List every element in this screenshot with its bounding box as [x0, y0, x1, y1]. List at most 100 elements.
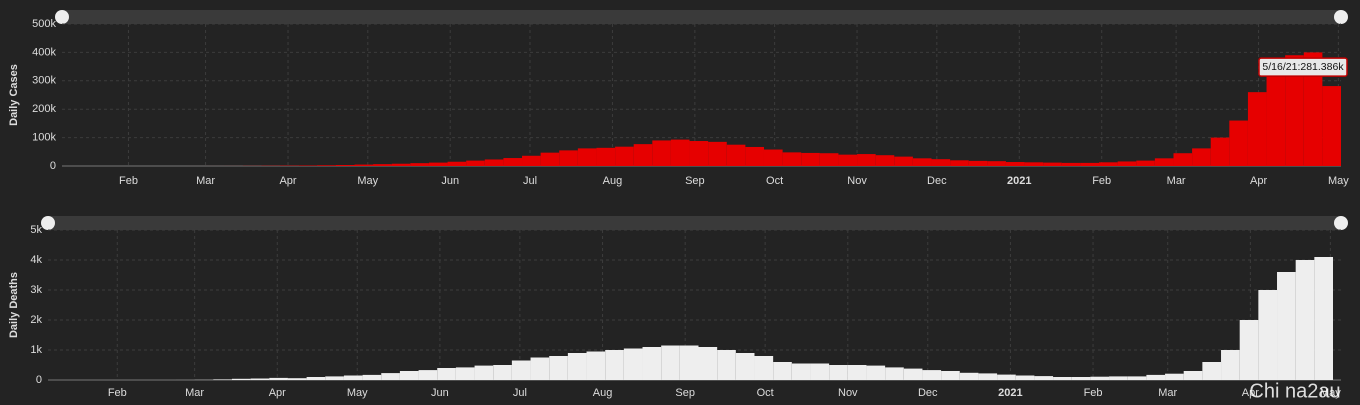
- x-tick-label: Mar: [1158, 387, 1177, 399]
- bar: [577, 148, 597, 166]
- bar: [615, 146, 634, 166]
- range-slider[interactable]: [48, 216, 1341, 230]
- bar: [1117, 161, 1137, 166]
- slider-handle[interactable]: [1334, 10, 1348, 24]
- x-tick-label: May: [347, 387, 368, 399]
- bar: [819, 153, 839, 166]
- bar: [493, 365, 512, 380]
- bar: [885, 367, 904, 380]
- x-tick-label: Apr: [269, 387, 286, 399]
- x-tick-label: Apr: [1242, 387, 1259, 399]
- bar: [857, 154, 876, 166]
- bar: [549, 356, 568, 380]
- bar: [1221, 350, 1240, 380]
- x-tick-label: Feb: [1084, 387, 1103, 399]
- bar: [1314, 257, 1334, 380]
- x-tick-label: Apr: [279, 175, 296, 187]
- x-tick-label: Nov: [847, 175, 867, 187]
- x-tick-label: Sep: [685, 175, 705, 187]
- bar: [484, 159, 504, 166]
- range-slider[interactable]: [62, 10, 1341, 24]
- bar: [931, 159, 951, 166]
- bar: [708, 141, 727, 166]
- bar: [1210, 137, 1230, 166]
- slider-handle[interactable]: [1334, 216, 1348, 230]
- bar: [362, 374, 382, 380]
- x-tick-label: Feb: [1092, 175, 1111, 187]
- bar: [410, 163, 429, 166]
- bar: [829, 365, 848, 380]
- bar: [670, 139, 690, 166]
- y-tick-label: 500k: [32, 18, 56, 30]
- bar: [1165, 373, 1184, 380]
- bar: [698, 347, 718, 380]
- bar: [269, 377, 288, 380]
- bar: [801, 152, 820, 166]
- slider-handle[interactable]: [55, 10, 69, 24]
- x-tick-label: Aug: [603, 175, 623, 187]
- bar: [596, 147, 616, 166]
- bar: [633, 144, 653, 166]
- bar: [213, 379, 232, 380]
- bar: [941, 371, 960, 380]
- y-tick-label: 3k: [30, 284, 42, 296]
- y-tick-label: 4k: [30, 254, 42, 266]
- bar: [1053, 377, 1072, 380]
- x-tick-label: Jul: [523, 175, 537, 187]
- bar: [455, 367, 475, 380]
- x-tick-label: May: [357, 175, 378, 187]
- bar: [1192, 148, 1211, 166]
- bar: [782, 152, 802, 166]
- bar: [511, 360, 531, 380]
- bar: [1080, 162, 1100, 166]
- bar: [567, 353, 587, 380]
- bar: [1005, 162, 1025, 166]
- bar: [1154, 158, 1174, 166]
- bar: [1043, 162, 1062, 166]
- bar: [1173, 153, 1193, 166]
- bar: [1061, 162, 1081, 166]
- bar: [847, 365, 867, 380]
- bar: [735, 353, 755, 380]
- bar: [1247, 92, 1267, 166]
- bar: [1266, 66, 1286, 166]
- tooltip-text: 5/16/21:281.386k: [1262, 61, 1344, 73]
- bar: [997, 374, 1016, 380]
- bar: [1146, 374, 1166, 380]
- bar: [522, 155, 541, 166]
- bar: [903, 368, 923, 380]
- bar: [1258, 290, 1278, 380]
- bar: [987, 161, 1006, 166]
- x-tick-label: 2021: [1007, 175, 1031, 187]
- tooltip-box: [1258, 57, 1348, 77]
- bar: [1071, 377, 1091, 380]
- x-tick-label: May: [1320, 387, 1341, 399]
- y-tick-label: 100k: [32, 132, 56, 144]
- bar: [437, 368, 456, 380]
- bar: [745, 146, 764, 166]
- bar: [325, 376, 344, 380]
- bar: [1322, 86, 1341, 166]
- bar: [1285, 55, 1304, 166]
- bar: [791, 363, 811, 380]
- x-tick-label: Apr: [1250, 175, 1267, 187]
- bar: [1229, 120, 1248, 166]
- y-tick-label: 5k: [30, 224, 42, 236]
- bar: [717, 350, 736, 380]
- bar: [689, 141, 709, 166]
- x-tick-label: Dec: [918, 387, 938, 399]
- bar: [605, 350, 624, 380]
- bar: [959, 372, 979, 380]
- x-tick-label: Feb: [119, 175, 138, 187]
- bar: [642, 347, 662, 380]
- bar: [922, 370, 942, 380]
- bar: [1024, 162, 1044, 166]
- bar: [894, 156, 913, 166]
- bar: [354, 164, 374, 166]
- bar: [1183, 371, 1203, 380]
- bar: [474, 365, 494, 380]
- bar: [540, 152, 560, 166]
- y-tick-label: 0: [36, 374, 42, 386]
- slider-handle[interactable]: [41, 216, 55, 230]
